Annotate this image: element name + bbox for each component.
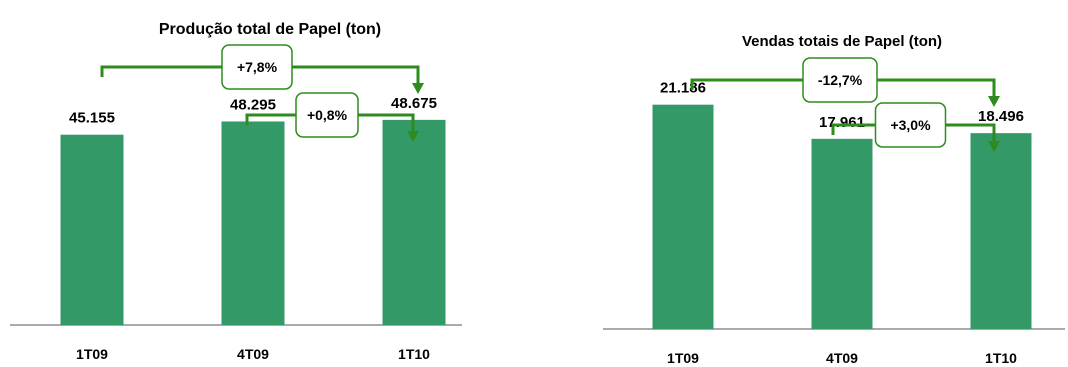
- arrow-down-icon: [407, 131, 419, 142]
- data-label: 17.961: [819, 114, 865, 131]
- bar: [221, 121, 285, 325]
- chart-title: Vendas totais de Papel (ton): [742, 33, 942, 50]
- tick-label: 1T10: [985, 350, 1017, 366]
- data-label: 21.186: [660, 80, 706, 97]
- bar: [652, 104, 714, 330]
- growth-label: +3,0%: [890, 117, 931, 133]
- growth-box: [874, 102, 947, 148]
- chart-title: Produção total de Papel (ton): [159, 21, 381, 38]
- growth-label: +0,8%: [307, 107, 348, 123]
- bar: [382, 119, 446, 325]
- growth-box: [295, 92, 359, 138]
- bar: [970, 133, 1032, 329]
- data-label: 48.675: [391, 95, 437, 112]
- arrow-down-icon: [412, 83, 424, 94]
- arrow-down-icon: [988, 141, 1000, 152]
- bar: [60, 134, 124, 325]
- tick-label: 1T10: [398, 346, 430, 362]
- growth-box: [802, 57, 878, 103]
- tick-label: 1T09: [76, 346, 108, 362]
- tick-label: 4T09: [826, 350, 858, 366]
- data-label: 45.155: [69, 110, 115, 127]
- growth-label: -12,7%: [818, 72, 863, 88]
- bar: [811, 138, 873, 329]
- growth-label: +7,8%: [237, 59, 278, 75]
- arrow-down-icon: [988, 96, 1000, 107]
- data-label: 18.496: [978, 108, 1024, 125]
- tick-label: 4T09: [237, 346, 269, 362]
- tick-label: 1T09: [667, 350, 699, 366]
- chart-producao: Produção total de Papel (ton) 45.155 1T09…: [10, 21, 462, 362]
- chart-vendas: Vendas totais de Papel (ton) 21.186 1T09 1…: [603, 33, 1065, 366]
- data-label: 48.295: [230, 96, 276, 113]
- growth-box: [221, 44, 293, 90]
